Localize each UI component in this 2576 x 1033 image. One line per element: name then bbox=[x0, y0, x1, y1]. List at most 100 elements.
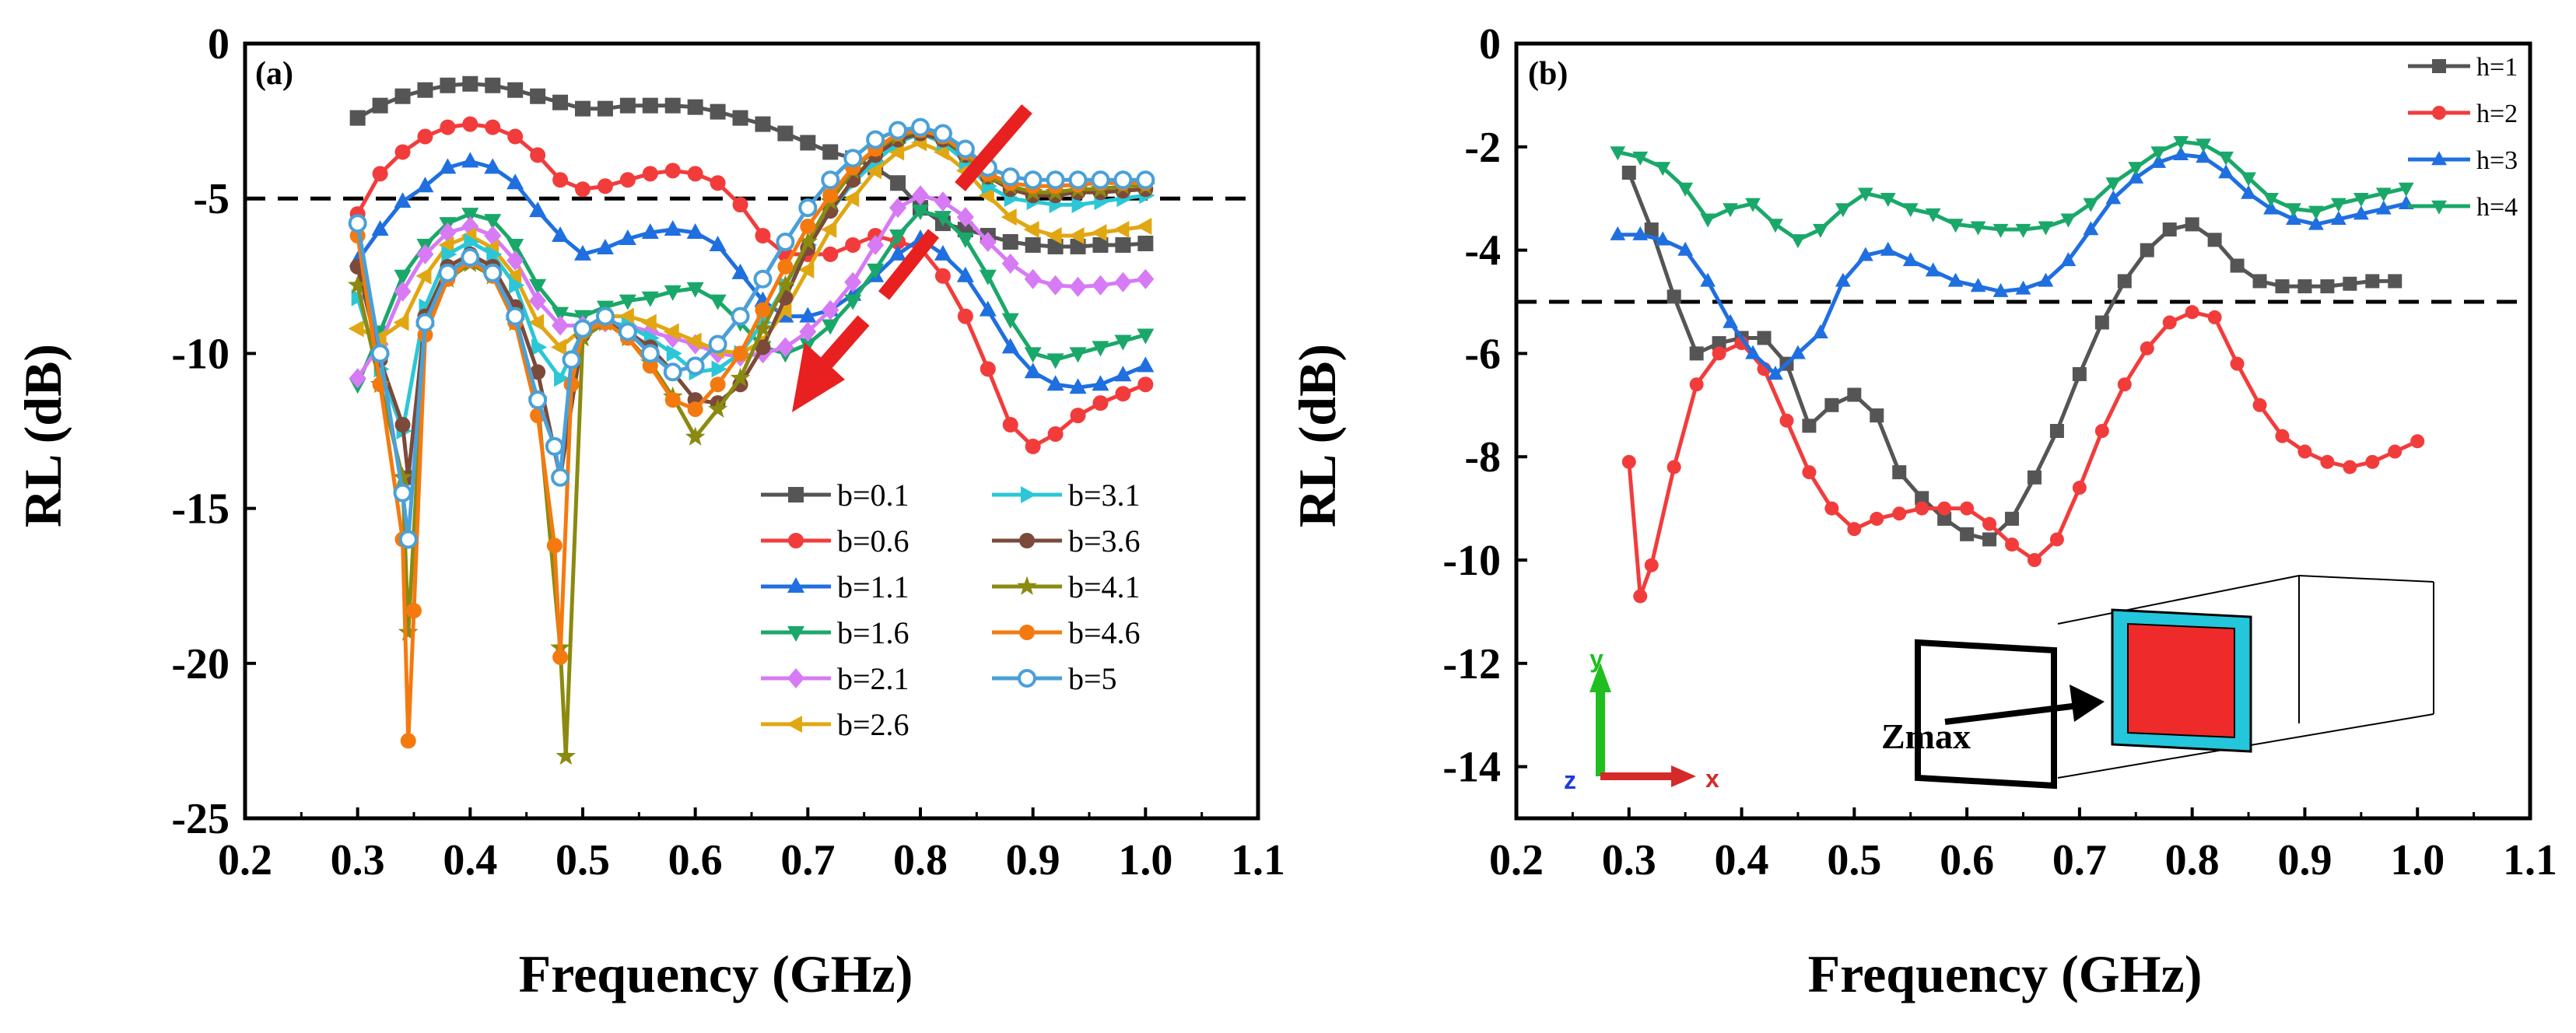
panel-b-xlabel: Frequency (GHz) bbox=[1808, 944, 2203, 1003]
data-point bbox=[889, 244, 907, 261]
series-h-3 bbox=[1610, 145, 2414, 380]
legend-marker bbox=[1019, 625, 1035, 640]
data-point bbox=[2353, 193, 2369, 207]
data-point bbox=[666, 345, 682, 362]
y-tick-label: -5 bbox=[193, 175, 230, 223]
x-tick-label: 0.8 bbox=[893, 836, 948, 884]
data-point bbox=[664, 392, 681, 408]
y-tick-label: -4 bbox=[1464, 227, 1501, 275]
data-point bbox=[1621, 454, 1636, 469]
data-point bbox=[1046, 170, 1065, 190]
legend-label: b=0.6 bbox=[837, 524, 909, 559]
data-point bbox=[347, 275, 368, 294]
data-point bbox=[1137, 235, 1154, 251]
data-point bbox=[1723, 203, 1738, 218]
data-point bbox=[1790, 234, 1806, 249]
data-point bbox=[393, 313, 409, 331]
data-point bbox=[2308, 215, 2324, 230]
data-point bbox=[890, 175, 906, 191]
data-point bbox=[416, 243, 434, 264]
data-point bbox=[707, 398, 728, 418]
data-point bbox=[867, 263, 885, 279]
x-tick-label: 0.2 bbox=[218, 836, 272, 884]
panel-b-series bbox=[1610, 135, 2425, 604]
data-point bbox=[956, 207, 974, 228]
data-point bbox=[441, 245, 457, 263]
data-point bbox=[349, 368, 366, 389]
legend-label: b=4.6 bbox=[1068, 615, 1141, 650]
data-point bbox=[979, 269, 997, 285]
legend-item: h=1 bbox=[2408, 53, 2518, 82]
x-tick-label: 0.7 bbox=[2052, 836, 2107, 884]
data-point bbox=[394, 269, 412, 285]
data-point bbox=[821, 221, 837, 239]
data-point bbox=[2286, 210, 2301, 225]
data-point bbox=[552, 94, 569, 110]
y-tick-label: -15 bbox=[171, 485, 230, 534]
data-point bbox=[2398, 182, 2414, 197]
data-point bbox=[1092, 395, 1109, 411]
data-point bbox=[687, 401, 703, 418]
data-point bbox=[1847, 522, 1862, 537]
data-point bbox=[934, 268, 951, 284]
zmax-arrow-head bbox=[2070, 685, 2105, 722]
data-point bbox=[934, 244, 952, 261]
arrow-stroke-top bbox=[955, 104, 1032, 191]
data-point bbox=[2150, 146, 2167, 161]
data-point bbox=[2173, 145, 2189, 160]
panel-a: RL (dB) Frequency (GHz) 0.2 0.3 0.4 0.5 0.6 0… bbox=[13, 20, 1285, 1003]
data-point bbox=[664, 163, 681, 179]
x-tick-label: 0.5 bbox=[1827, 836, 1881, 884]
legend-label: b=5 bbox=[1068, 661, 1117, 696]
legend-item: b=0.1 bbox=[761, 478, 909, 513]
legend-label: h=2 bbox=[2476, 100, 2518, 128]
x-tick-label: 0.6 bbox=[668, 836, 723, 884]
x-tick-label: 0.5 bbox=[556, 836, 610, 884]
data-point bbox=[1960, 527, 1975, 541]
data-point bbox=[889, 198, 907, 219]
legend-marker bbox=[787, 716, 802, 733]
data-point bbox=[641, 223, 659, 240]
y-tick-label: 0 bbox=[208, 20, 230, 68]
data-point bbox=[554, 369, 570, 387]
data-point bbox=[2105, 190, 2122, 205]
data-point bbox=[2297, 279, 2312, 294]
panel-b-legend: h=1 h=2 h=3 h=4 bbox=[2408, 53, 2518, 222]
data-point bbox=[1024, 362, 1042, 379]
legend-label: h=4 bbox=[2476, 193, 2518, 222]
data-point bbox=[393, 483, 412, 502]
data-point bbox=[619, 229, 636, 245]
panel-a-series bbox=[347, 75, 1156, 765]
data-point bbox=[2218, 151, 2234, 166]
data-point bbox=[731, 306, 750, 326]
data-point bbox=[2230, 258, 2245, 273]
data-point bbox=[1970, 221, 1986, 236]
data-point bbox=[685, 426, 706, 446]
data-point bbox=[1712, 336, 1726, 351]
legend-marker bbox=[1021, 486, 1036, 503]
data-point bbox=[529, 278, 547, 295]
data-point bbox=[822, 144, 839, 160]
data-point bbox=[730, 367, 751, 387]
data-point bbox=[1069, 276, 1087, 297]
legend-label: b=1.6 bbox=[837, 615, 909, 650]
data-point bbox=[1023, 221, 1039, 239]
data-point bbox=[776, 232, 795, 251]
data-point bbox=[798, 198, 818, 218]
data-point bbox=[1632, 226, 1649, 240]
data-point bbox=[664, 285, 682, 301]
data-point bbox=[530, 147, 546, 163]
data-point bbox=[1136, 170, 1155, 190]
panel-b-frame bbox=[1514, 41, 2532, 821]
data-point bbox=[2128, 169, 2144, 184]
data-point bbox=[911, 117, 930, 137]
data-point bbox=[1970, 278, 1986, 292]
data-point bbox=[597, 100, 613, 117]
data-point bbox=[978, 187, 994, 205]
legend-label: b=3.1 bbox=[1068, 478, 1141, 513]
data-point bbox=[1667, 289, 1681, 304]
x-tick-label: 0.4 bbox=[1715, 836, 1769, 884]
legend-item: b=1.6 bbox=[761, 615, 909, 650]
data-point bbox=[400, 733, 416, 749]
data-point bbox=[1113, 221, 1130, 239]
